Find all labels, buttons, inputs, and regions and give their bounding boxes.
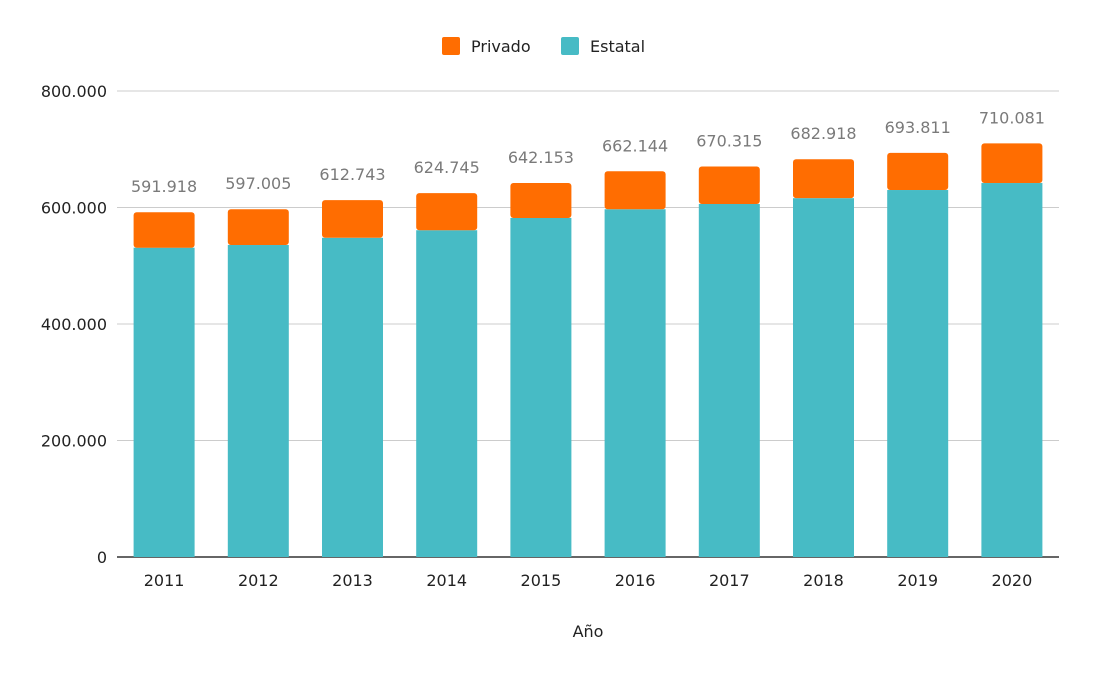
bar-privado [604,171,666,210]
bar-privado [416,193,478,231]
legend-label-privado: Privado [471,37,531,56]
x-tick-label: 2014 [426,571,467,590]
x-axis-label: Año [573,622,604,641]
x-tick-label: 2018 [803,571,844,590]
total-data-label: 662.144 [602,136,668,155]
total-data-label: 597.005 [225,174,291,193]
bar-privado [887,152,949,191]
legend-label-estatal: Estatal [590,37,645,56]
bar-estatal [416,230,478,557]
y-tick-label: 600.000 [41,199,107,218]
x-tick-label: 2016 [615,571,656,590]
x-tick-label: 2012 [238,571,279,590]
y-tick-label: 0 [97,548,107,567]
bar-estatal [604,209,666,557]
total-data-label: 591.918 [131,177,197,196]
x-tick-label: 2019 [897,571,938,590]
bar-estatal [133,247,195,557]
x-tick-label: 2013 [332,571,373,590]
bar-privado [227,209,289,246]
legend-swatch-privado [442,37,460,55]
legend-swatch-estatal [561,37,579,55]
bar-estatal [887,190,949,557]
y-tick-label: 800.000 [41,82,107,101]
bar-estatal [227,245,289,557]
total-data-label: 624.745 [414,158,480,177]
total-data-label: 710.081 [979,108,1045,127]
x-tick-label: 2015 [521,571,562,590]
bar-privado [981,143,1043,184]
total-data-label: 682.918 [790,124,856,143]
total-data-label: 642.153 [508,148,574,167]
x-tick-label: 2011 [144,571,185,590]
total-data-label: 693.811 [885,118,951,137]
x-tick-label: 2020 [992,571,1033,590]
bar-privado [133,212,195,248]
x-tick-label: 2017 [709,571,750,590]
bar-privado [510,182,572,218]
bar-privado [322,200,383,238]
bar-estatal [510,217,572,558]
bar-privado [793,159,854,199]
bar-privado [698,166,760,205]
y-tick-label: 200.000 [41,432,107,451]
y-tick-label: 400.000 [41,315,107,334]
bar-estatal [698,204,760,557]
legend: Privado Estatal [442,37,645,56]
bar-estatal [322,237,383,558]
total-data-label: 670.315 [696,132,762,151]
total-data-label: 612.743 [319,165,385,184]
bar-estatal [793,198,854,557]
bar-estatal [981,183,1043,557]
